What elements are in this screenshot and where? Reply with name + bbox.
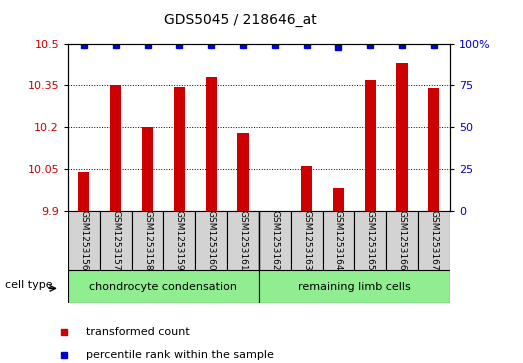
Bar xyxy=(163,211,195,270)
Bar xyxy=(291,211,323,270)
Text: transformed count: transformed count xyxy=(86,327,190,337)
Bar xyxy=(259,270,450,303)
Text: GSM1253158: GSM1253158 xyxy=(143,210,152,271)
Text: GSM1253162: GSM1253162 xyxy=(270,210,279,271)
Bar xyxy=(333,188,344,211)
Text: chondrocyte condensation: chondrocyte condensation xyxy=(89,282,237,292)
Bar xyxy=(227,211,259,270)
Text: GSM1253165: GSM1253165 xyxy=(366,210,375,271)
Bar xyxy=(365,80,376,211)
Bar xyxy=(428,88,439,211)
Bar xyxy=(100,211,132,270)
Text: percentile rank within the sample: percentile rank within the sample xyxy=(86,350,274,360)
Bar xyxy=(132,211,163,270)
Bar xyxy=(301,166,312,211)
Bar xyxy=(355,211,386,270)
Bar xyxy=(418,211,450,270)
Text: GSM1253163: GSM1253163 xyxy=(302,210,311,271)
Bar xyxy=(396,63,407,211)
Bar xyxy=(68,270,259,303)
Text: GSM1253156: GSM1253156 xyxy=(79,210,88,271)
Text: GSM1253159: GSM1253159 xyxy=(175,210,184,271)
Bar xyxy=(386,211,418,270)
Bar xyxy=(68,211,100,270)
Text: GSM1253166: GSM1253166 xyxy=(397,210,406,271)
Bar xyxy=(174,87,185,211)
Bar xyxy=(237,132,248,211)
Text: GSM1253164: GSM1253164 xyxy=(334,210,343,271)
Bar xyxy=(78,172,89,211)
Bar xyxy=(323,211,355,270)
Text: GSM1253160: GSM1253160 xyxy=(207,210,215,271)
Text: GSM1253161: GSM1253161 xyxy=(238,210,247,271)
Text: cell type: cell type xyxy=(5,280,53,290)
Text: remaining limb cells: remaining limb cells xyxy=(298,282,411,292)
Bar xyxy=(259,211,291,270)
Text: GSM1253157: GSM1253157 xyxy=(111,210,120,271)
Bar xyxy=(110,85,121,211)
Bar xyxy=(269,211,280,212)
Text: GSM1253167: GSM1253167 xyxy=(429,210,438,271)
Bar xyxy=(142,127,153,211)
Text: GDS5045 / 218646_at: GDS5045 / 218646_at xyxy=(164,13,317,27)
Bar xyxy=(195,211,227,270)
Bar xyxy=(206,77,217,211)
